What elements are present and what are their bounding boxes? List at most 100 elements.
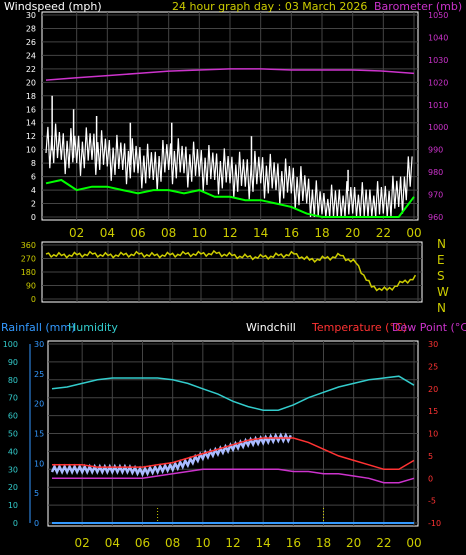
temperature-line [52, 437, 415, 471]
wind-barometer-chart: Windspeed (mph) 24 hour graph day : 03 M… [4, 0, 462, 240]
windspeed-line [45, 123, 413, 218]
x-tick-label: 20 [346, 536, 361, 550]
compass-label: S [437, 269, 445, 283]
humidity-tick-label: 70 [8, 394, 18, 403]
wind-direction-line [45, 249, 417, 292]
wind-axis-title: Windspeed (mph) [4, 0, 102, 13]
humidity-tick-label: 90 [8, 358, 18, 367]
x-tick-label: 00 [406, 536, 421, 550]
average-wind-line [45, 178, 415, 218]
humidity-tick-label: 60 [8, 412, 18, 421]
humidity-tick-label: 50 [8, 430, 18, 439]
x-tick-label: 10 [195, 536, 210, 550]
compass-label: N [437, 237, 446, 251]
direction-tick-label: 270 [21, 255, 36, 264]
humidity-tick-label: 0 [13, 519, 18, 528]
wind-tick-label: 28 [26, 24, 36, 33]
x-tick-label: 12 [222, 226, 237, 240]
humidity-tick-label: 20 [8, 483, 18, 492]
barometer-tick-label: 970 [428, 191, 443, 200]
direction-grid [42, 242, 422, 302]
legend-dewpoint: Dew Point (°C) [392, 321, 466, 334]
direction-tick-label: 90 [26, 282, 36, 291]
x-tick-label: 12 [225, 536, 240, 550]
barometer-tick-label: 990 [428, 146, 443, 155]
x-tick-label: 02 [75, 536, 90, 550]
wind-tick-label: 0 [31, 213, 36, 222]
x-tick-label: 20 [345, 226, 360, 240]
barometer-tick-label: 1050 [428, 11, 448, 20]
humidity-tick-label: 100 [3, 340, 18, 349]
rainfall-tick-label: 0 [34, 519, 39, 528]
rainfall-tick-label: 25 [34, 370, 44, 379]
temperature-humidity-chart: Rainfall (mm) Humidity Windchill Tempera… [1, 321, 466, 550]
direction-tick-label: 180 [21, 268, 36, 277]
compass-label: W [437, 285, 449, 299]
direction-tick-label: 0 [31, 295, 36, 304]
wind-tick-label: 18 [26, 92, 36, 101]
temperature-tick-label: 5 [428, 452, 433, 461]
wind-tick-label: 2 [31, 200, 36, 209]
humidity-tick-label: 10 [8, 501, 18, 510]
temperature-tick-label: 25 [428, 362, 438, 371]
compass-label: N [437, 301, 446, 315]
x-tick-label: 02 [69, 226, 84, 240]
x-tick-label: 08 [161, 226, 176, 240]
x-tick-label: 18 [314, 226, 329, 240]
x-tick-label: 04 [100, 226, 115, 240]
x-tick-label: 14 [256, 536, 271, 550]
barometer-tick-label: 1010 [428, 101, 448, 110]
x-tick-label: 18 [316, 536, 331, 550]
humidity-tick-label: 80 [8, 376, 18, 385]
legend-humidity: Humidity [68, 321, 118, 334]
barometer-tick-label: 980 [428, 168, 443, 177]
humidity-line [51, 375, 415, 411]
temperature-tick-label: -5 [428, 497, 436, 506]
temperature-tick-label: 0 [428, 474, 433, 483]
bottom-series [50, 375, 415, 524]
barometer-tick-label: 1000 [428, 123, 448, 132]
x-tick-label: 16 [286, 536, 301, 550]
legend-temperature: Temperature (°C) [311, 321, 407, 334]
barometer-line [45, 68, 415, 81]
wind-tick-label: 22 [26, 65, 36, 74]
wind-tick-label: 6 [31, 173, 36, 182]
x-tick-label: 06 [130, 226, 145, 240]
wind-tick-label: 30 [26, 11, 36, 20]
rainfall-tick-label: 15 [34, 430, 44, 439]
wind-tick-label: 26 [26, 38, 36, 47]
temperature-tick-label: 30 [428, 340, 438, 349]
wind-tick-label: 12 [26, 132, 36, 141]
x-tick-label: 14 [253, 226, 268, 240]
barometer-axis-title: Barometer (mb) [374, 0, 462, 13]
wind-x-ticks: 02 04 06 08 10 12 14 16 18 20 22 00 [69, 226, 422, 240]
rainfall-tick-label: 30 [34, 340, 44, 349]
x-tick-label: 10 [192, 226, 207, 240]
direction-y-ticks: 0 90 180 270 360 [21, 241, 36, 304]
direction-tick-label: 360 [21, 241, 36, 250]
temperature-tick-label: 15 [428, 407, 438, 416]
wind-tick-label: 20 [26, 78, 36, 87]
barometer-tick-label: 960 [428, 213, 443, 222]
direction-series [45, 249, 417, 292]
chart-title: 24 hour graph day : 03 March 2026 [172, 0, 367, 13]
wind-tick-label: 4 [31, 186, 36, 195]
temperature-tick-label: -10 [428, 519, 441, 528]
wind-tick-label: 10 [26, 146, 36, 155]
x-tick-label: 22 [376, 536, 391, 550]
barometer-tick-label: 1040 [428, 33, 448, 42]
x-tick-label: 22 [376, 226, 391, 240]
wind-tick-label: 8 [31, 159, 36, 168]
bottom-x-ticks: 02 04 06 08 10 12 14 16 18 20 22 00 [75, 536, 422, 550]
wind-tick-label: 24 [26, 51, 36, 60]
wind-tick-label: 14 [26, 119, 36, 128]
x-tick-label: 06 [135, 536, 150, 550]
wind-tick-label: 16 [26, 105, 36, 114]
humidity-y-ticks: 0 10 20 30 40 50 60 70 80 90 100 [3, 340, 18, 528]
compass-label: E [437, 253, 445, 267]
temperature-tick-label: 20 [428, 385, 438, 394]
